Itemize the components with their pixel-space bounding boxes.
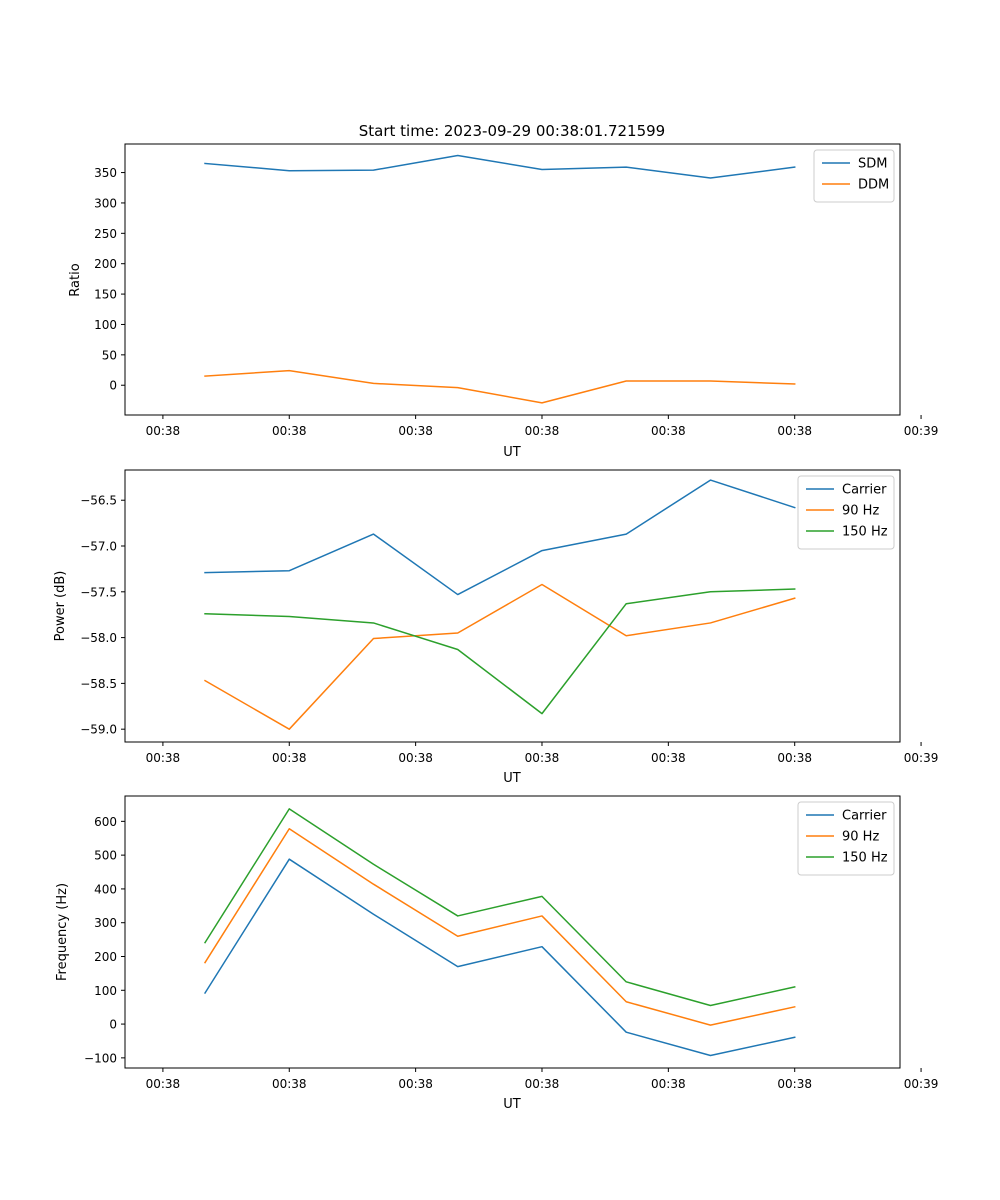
power-y-ticks: −59.0 −58.5 −58.0 −57.5 −57.0 −56.5 [80,494,125,737]
frequency-y-tick-label: 100 [94,984,117,998]
frequency-y-axis-label: Frequency (Hz) [55,883,70,981]
ratio-x-tick-label: 00:38 [651,424,686,438]
ratio-legend-label-sdm: SDM [858,157,887,172]
ratio-x-ticks: 00:38 00:38 00:38 00:38 00:38 00:38 00:39 [146,415,939,438]
ratio-y-tick-label: 100 [94,318,117,332]
power-x-tick-label: 00:38 [651,751,686,765]
ratio-x-tick-label: 00:38 [398,424,433,438]
ratio-series-ddm-line [204,369,796,404]
ratio-x-tick-label: 00:38 [777,424,812,438]
frequency-y-tick-label: 600 [94,815,117,829]
frequency-y-tick-label: 500 [94,849,117,863]
ratio-x-tick-label: 00:38 [525,424,560,438]
ratio-legend-label-ddm: DDM [858,178,889,193]
power-panel: 00:38 00:38 00:38 00:38 00:38 00:38 00:39 −59.… [53,469,939,786]
power-y-tick-label: −57.5 [80,585,117,599]
frequency-legend-label-carrier: Carrier [842,809,887,824]
ratio-x-tick-label: 00:38 [272,424,307,438]
ratio-legend: SDM DDM [813,149,895,203]
frequency-x-tick-label: 00:38 [651,1077,686,1091]
frequency-y-tick-label: 300 [94,916,117,930]
ratio-y-tick-label: 350 [94,166,117,180]
ratio-y-tick-label: 0 [109,379,117,393]
power-x-axis-label: UT [503,771,521,786]
ratio-panel: Start time: 2023-09-29 00:38:01.721599 0… [68,122,938,460]
frequency-legend-label-90-hz: 90 Hz [842,830,879,845]
power-x-ticks: 00:38 00:38 00:38 00:38 00:38 00:38 00:39 [146,742,939,765]
power-y-axis-label: Power (dB) [53,571,68,642]
power-legend: Carrier 90 Hz 150 Hz [797,475,895,550]
power-legend-label-carrier: Carrier [842,483,887,498]
ratio-y-tick-label: 150 [94,288,117,302]
power-x-tick-label: 00:38 [146,751,181,765]
frequency-axes-frame [124,795,901,1069]
frequency-panel: 00:38 00:38 00:38 00:38 00:38 00:38 00:39 −100… [55,795,939,1112]
power-x-tick-label: 00:39 [904,751,939,765]
ratio-y-tick-label: 300 [94,196,117,210]
frequency-x-tick-label: 00:39 [904,1077,939,1091]
power-legend-label-90-hz: 90 Hz [842,504,879,519]
power-y-tick-label: −59.0 [80,723,117,737]
frequency-legend: Carrier 90 Hz 150 Hz [797,801,895,876]
ratio-series-sdm-line [204,154,796,179]
power-y-tick-label: −57.0 [80,540,117,554]
chart-title: Start time: 2023-09-29 00:38:01.721599 [359,122,665,140]
power-x-tick-label: 00:38 [272,751,307,765]
frequency-x-tick-label: 00:38 [398,1077,433,1091]
power-x-tick-label: 00:38 [525,751,560,765]
frequency-x-tick-label: 00:38 [272,1077,307,1091]
frequency-y-tick-label: 200 [94,950,117,964]
ratio-x-axis-label: UT [503,445,521,460]
ratio-y-axis-label: Ratio [68,263,83,296]
power-x-tick-label: 00:38 [398,751,433,765]
power-series-90-hz-line [204,583,796,730]
ratio-y-tick-label: 50 [102,348,117,362]
frequency-x-tick-label: 00:38 [777,1077,812,1091]
frequency-y-tick-label: −100 [84,1051,117,1065]
power-y-tick-label: −58.5 [80,677,117,691]
ratio-x-tick-label: 00:39 [904,424,939,438]
frequency-x-tick-label: 00:38 [146,1077,181,1091]
power-legend-label-150-hz: 150 Hz [842,525,888,540]
power-y-tick-label: −56.5 [80,494,117,508]
ratio-plot-area [204,154,796,404]
ratio-y-ticks: 0 50 100 150 200 250 300 350 [94,166,125,393]
frequency-plot-area [203,808,796,1057]
ratio-y-tick-label: 250 [94,227,117,241]
frequency-series-carrier-line [203,858,796,1057]
frequency-x-tick-label: 00:38 [525,1077,560,1091]
frequency-legend-label-150-hz: 150 Hz [842,851,888,866]
frequency-series-90-hz-line [203,828,796,1026]
frequency-y-tick-label: 0 [109,1018,117,1032]
frequency-y-ticks: −100 0 100 200 300 400 500 600 [84,815,125,1065]
frequency-x-axis-label: UT [503,1097,521,1112]
ratio-axes-frame [124,143,901,416]
frequency-series-150-hz-line [203,808,796,1007]
power-series-150-hz-line [204,588,796,715]
power-y-tick-label: −58.0 [80,631,117,645]
frequency-x-ticks: 00:38 00:38 00:38 00:38 00:38 00:38 00:39 [146,1068,939,1091]
ratio-x-tick-label: 00:38 [146,424,181,438]
ratio-y-tick-label: 200 [94,257,117,271]
power-x-tick-label: 00:38 [777,751,812,765]
power-axes-frame [124,469,901,743]
power-plot-area [204,479,796,730]
frequency-y-tick-label: 400 [94,882,117,896]
power-series-carrier-line [204,479,796,596]
